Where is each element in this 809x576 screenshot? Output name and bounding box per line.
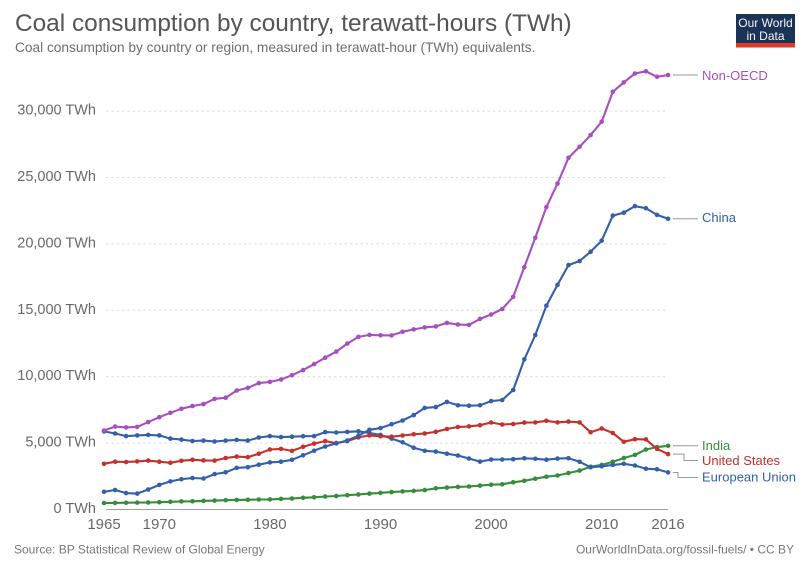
- svg-text:5,000 TWh: 5,000 TWh: [25, 435, 96, 451]
- svg-text:Non-OECD: Non-OECD: [702, 68, 768, 83]
- svg-text:1965: 1965: [87, 516, 120, 533]
- svg-text:in Data: in Data: [746, 29, 784, 43]
- svg-text:1970: 1970: [143, 516, 176, 533]
- svg-text:United States: United States: [702, 453, 781, 468]
- svg-text:2000: 2000: [474, 516, 507, 533]
- svg-text:30,000 TWh: 30,000 TWh: [17, 103, 96, 119]
- svg-text:2016: 2016: [651, 516, 684, 533]
- svg-text:1990: 1990: [364, 516, 397, 533]
- svg-text:2010: 2010: [585, 516, 618, 533]
- svg-text:OurWorldInData.org/fossil-fuel: OurWorldInData.org/fossil-fuels/ • CC BY: [576, 543, 794, 557]
- svg-text:20,000 TWh: 20,000 TWh: [17, 235, 96, 251]
- svg-text:15,000 TWh: 15,000 TWh: [17, 302, 96, 318]
- svg-text:Coal consumption by country, t: Coal consumption by country, terawatt-ho…: [15, 10, 572, 37]
- svg-text:Coal consumption by country or: Coal consumption by country or region, m…: [15, 40, 535, 55]
- svg-text:European Union: European Union: [702, 470, 796, 485]
- svg-text:1980: 1980: [253, 516, 286, 533]
- svg-text:10,000 TWh: 10,000 TWh: [17, 368, 96, 384]
- svg-text:China: China: [702, 210, 737, 225]
- svg-text:25,000 TWh: 25,000 TWh: [17, 169, 96, 185]
- svg-text:India: India: [702, 438, 731, 453]
- svg-text:Source: BP Statistical Review: Source: BP Statistical Review of Global …: [14, 543, 265, 557]
- svg-text:0 TWh: 0 TWh: [54, 501, 96, 517]
- svg-text:Our World: Our World: [738, 16, 792, 30]
